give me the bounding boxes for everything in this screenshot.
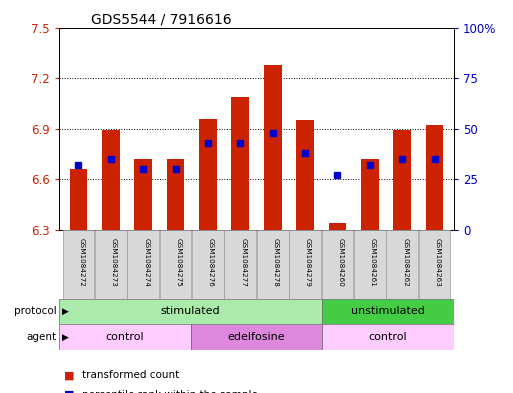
Bar [322,299,454,324]
Text: ▶: ▶ [62,332,68,342]
Bar [59,324,191,350]
Bar [419,230,450,299]
Bar [322,324,454,350]
Bar [192,230,224,299]
Bar [361,159,379,230]
Text: GSM1084276: GSM1084276 [208,238,214,287]
Text: unstimulated: unstimulated [351,307,425,316]
Bar [393,130,411,230]
Bar [59,299,322,324]
Text: control: control [369,332,407,342]
Bar [289,230,321,299]
Text: GSM1084261: GSM1084261 [370,238,376,287]
Text: GDS5544 / 7916616: GDS5544 / 7916616 [91,12,231,26]
Bar [63,230,94,299]
Text: control: control [106,332,144,342]
Text: GSM1084260: GSM1084260 [338,238,343,287]
Bar [225,230,256,299]
Text: GSM1084263: GSM1084263 [435,238,441,287]
Bar [127,230,159,299]
Bar [102,130,120,230]
Text: GSM1084277: GSM1084277 [240,238,246,287]
Bar [354,230,386,299]
Text: GSM1084273: GSM1084273 [111,238,117,287]
Text: percentile rank within the sample: percentile rank within the sample [82,390,258,393]
Text: ■: ■ [64,370,74,380]
Bar [160,230,191,299]
Bar [134,159,152,230]
Bar [199,119,217,230]
Bar [328,223,346,230]
Text: GSM1084275: GSM1084275 [175,238,182,287]
Bar [95,230,127,299]
Bar [296,120,314,230]
Bar [257,230,288,299]
Text: protocol: protocol [14,307,56,316]
Text: ■: ■ [64,390,74,393]
Text: GSM1084272: GSM1084272 [78,238,85,287]
Bar [426,125,443,230]
Text: stimulated: stimulated [161,307,221,316]
Text: edelfosine: edelfosine [228,332,285,342]
Bar [386,230,418,299]
Text: transformed count: transformed count [82,370,180,380]
Bar [70,169,87,230]
Bar [322,230,353,299]
Text: ▶: ▶ [62,307,68,316]
Text: GSM1084278: GSM1084278 [273,238,279,287]
Bar [231,97,249,230]
Text: agent: agent [26,332,56,342]
Text: GSM1084262: GSM1084262 [402,238,408,287]
Bar [191,324,322,350]
Text: GSM1084279: GSM1084279 [305,238,311,287]
Text: GSM1084274: GSM1084274 [143,238,149,287]
Bar [264,64,282,230]
Bar [167,159,185,230]
